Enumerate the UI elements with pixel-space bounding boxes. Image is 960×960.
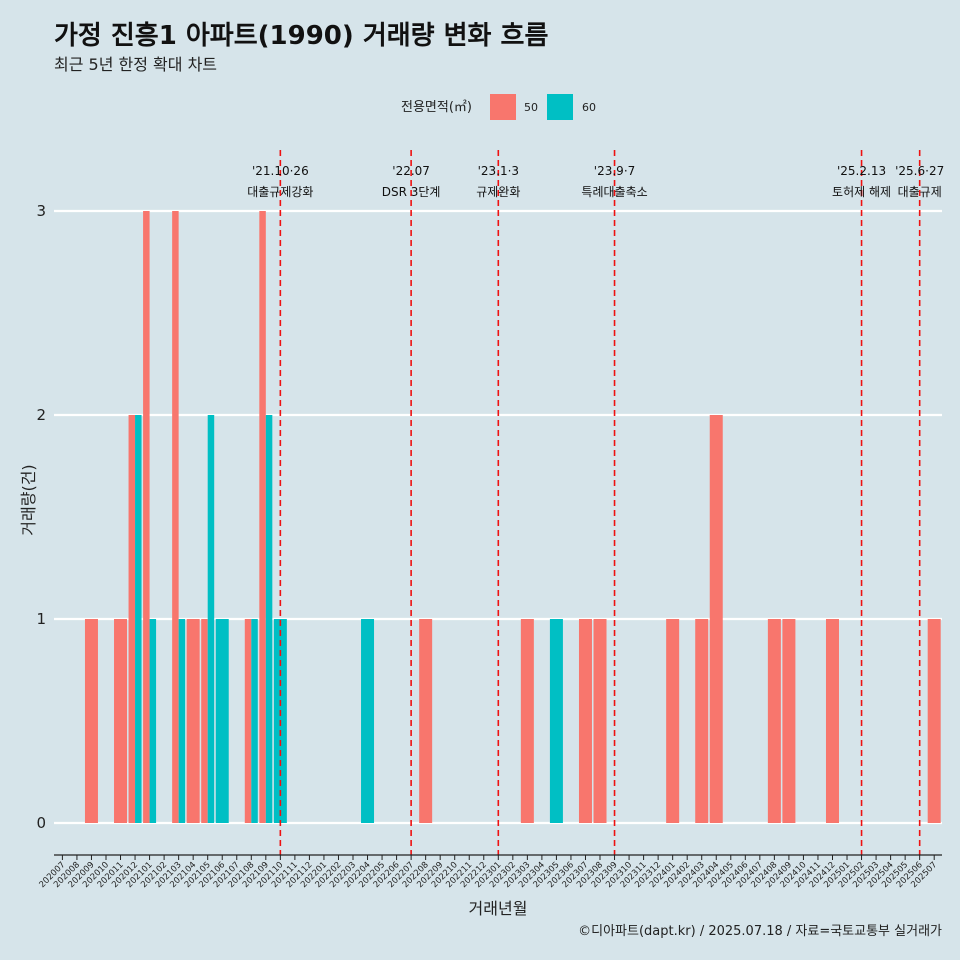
caption: ©디아파트(dapt.kr) / 2025.07.18 / 자료=국토교통부 실…	[578, 924, 942, 939]
bar-50-202011	[114, 619, 128, 823]
bar-50-202104	[186, 619, 200, 823]
event-label: 규제완화	[476, 185, 520, 199]
event-date: '25.6·27	[895, 164, 944, 178]
bar-50-202308	[593, 619, 607, 823]
bar-50-202409	[782, 619, 796, 823]
event-date: '23.9·7	[594, 164, 635, 178]
bar-50-202303	[520, 619, 534, 823]
bar-60-202101	[149, 619, 157, 823]
event-label: 토허제 해제	[832, 185, 891, 199]
bar-60-202105	[207, 415, 215, 823]
bar-50-202009	[84, 619, 98, 823]
bar-50-202012	[128, 415, 136, 823]
chart-subtitle: 최근 5년 한정 확대 차트	[54, 55, 217, 74]
legend-label-50: 50	[524, 101, 538, 114]
event-date: '23.1·3	[478, 164, 519, 178]
bars	[84, 211, 941, 823]
bar-60-202305	[549, 619, 563, 823]
bar-50-202412	[825, 619, 839, 823]
bar-50-202408	[767, 619, 781, 823]
y-axis: 0 1 2 3	[36, 202, 46, 832]
bar-50-202108	[244, 619, 252, 823]
bar-50-202403	[695, 619, 709, 823]
event-label: 대출규제	[898, 185, 942, 199]
bar-60-202109	[265, 415, 273, 823]
event-date: '22.07	[392, 164, 430, 178]
event-date: '25.2.13	[837, 164, 886, 178]
y-axis-title: 거래량(건)	[19, 464, 38, 535]
legend: 전용면적(㎡) 50 60	[401, 94, 596, 120]
y-tick-label: 1	[36, 610, 46, 628]
bar-60-202108	[251, 619, 258, 823]
event-label: 대출규제강화	[247, 185, 313, 199]
bar-50-202103	[172, 211, 179, 823]
bar-60-202012	[135, 415, 142, 823]
chart-title: 가정 진흥1 아파트(1990) 거래량 변화 흐름	[54, 21, 548, 51]
bar-50-202105	[201, 619, 208, 823]
bar-50-202401	[666, 619, 680, 823]
event-label: DSR 3단계	[382, 185, 441, 199]
y-tick-label: 3	[36, 202, 46, 220]
event-date: '21.10·26	[252, 164, 309, 178]
legend-swatch-50	[490, 94, 516, 120]
bar-50-202109	[259, 211, 266, 823]
bar-50-202208	[419, 619, 433, 823]
bar-50-202404	[709, 415, 723, 823]
legend-swatch-60	[547, 94, 573, 120]
y-tick-label: 0	[36, 814, 46, 832]
x-axis-title: 거래년월	[469, 899, 528, 918]
bar-50-202101	[143, 211, 150, 823]
bar-60-202103	[178, 619, 186, 823]
legend-title: 전용면적(㎡)	[401, 100, 472, 115]
y-tick-label: 2	[36, 406, 46, 424]
bar-50-202507	[927, 619, 941, 823]
event-label: 특례대출축소	[581, 185, 647, 199]
bar-60-202106	[215, 619, 229, 823]
event-markers: '21.10·26 대출규제강화 '22.07 DSR 3단계 '23.1·3 규제완화 '…	[247, 150, 944, 855]
legend-label-60: 60	[582, 101, 596, 114]
x-axis: 2020072020082020092020102020112020122021…	[38, 854, 942, 890]
bar-60-202204	[361, 619, 375, 823]
bar-50-202307	[578, 619, 592, 823]
